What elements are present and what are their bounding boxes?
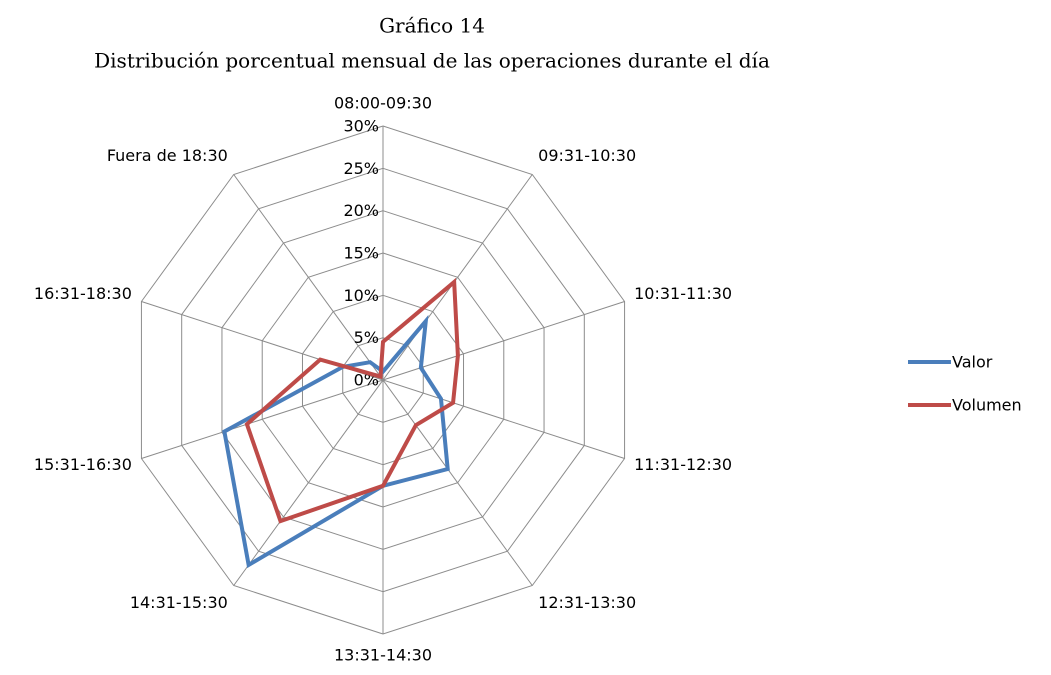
- r-tick-label: 30%: [343, 117, 379, 136]
- legend-label: Valor: [952, 353, 993, 372]
- series-line: [244, 277, 460, 524]
- category-label: 08:00-09:30: [334, 94, 432, 113]
- spoke: [233, 174, 384, 381]
- category-label: 09:31-10:30: [538, 146, 636, 165]
- category-label: 10:31-11:30: [634, 284, 732, 303]
- category-label: 15:31-16:30: [34, 455, 132, 474]
- chart-title: Gráfico 14: [379, 14, 485, 38]
- spoke: [382, 301, 625, 381]
- chart-subtitle: Distribución porcentual mensual de las o…: [94, 49, 770, 73]
- r-tick-label: 20%: [343, 201, 379, 220]
- category-label: 12:31-13:30: [538, 593, 636, 612]
- category-label: Fuera de 18:30: [107, 146, 228, 165]
- spoke: [233, 379, 384, 586]
- category-label: 14:31-15:30: [130, 593, 228, 612]
- r-tick-label: 15%: [343, 244, 379, 263]
- category-label: 13:31-14:30: [334, 646, 432, 665]
- r-tick-label: 25%: [343, 159, 379, 178]
- r-tick-label: 5%: [354, 328, 379, 347]
- legend-label: Volumen: [952, 396, 1022, 415]
- category-label: 11:31-12:30: [634, 455, 732, 474]
- spoke: [382, 379, 533, 586]
- r-tick-label: 10%: [343, 286, 379, 305]
- spoke: [382, 379, 625, 459]
- series-line: [222, 314, 450, 569]
- spoke: [382, 174, 533, 381]
- category-label: 16:31-18:30: [34, 284, 132, 303]
- spoke: [141, 379, 384, 459]
